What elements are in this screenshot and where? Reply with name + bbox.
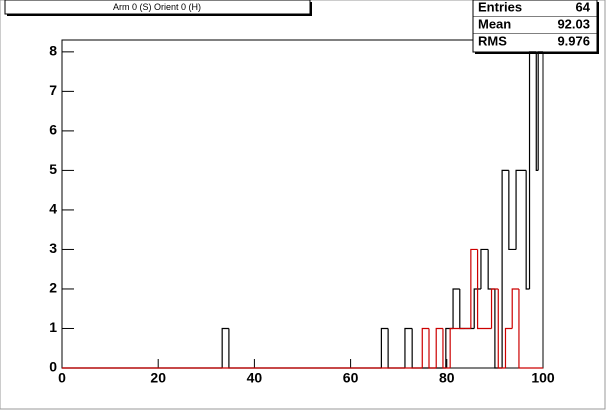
stat-label: Entries [478,0,522,14]
y-tick-label: 3 [49,240,57,256]
stat-label: Mean [478,16,511,31]
histogram-bin [504,327,513,368]
chart-title: Arm 0 (S) Orient 0 (H) [113,2,201,12]
histogram-bin [476,249,492,330]
histogram-bin [449,327,465,368]
histogram-bin [428,328,437,369]
histogram-bin [442,328,451,369]
x-tick-label: 40 [247,370,263,386]
histogram-bin [452,288,460,329]
histogram-bin [421,327,430,368]
histogram-bin [435,327,443,368]
y-tick-label: 0 [49,359,57,375]
y-tick-label: 5 [49,161,57,177]
x-tick-label: 0 [58,370,66,386]
histogram-bin [508,170,517,251]
histogram-bin [511,288,519,329]
plot: 0 20 40 60 80 100 0 1 2 3 4 5 6 7 8 [49,43,555,386]
histogram-bin [518,288,543,369]
histogram-bin [501,169,509,368]
stats-box [472,0,598,53]
histogram-bin [221,327,229,368]
stat-label: RMS [478,33,507,48]
histogram-bin [537,51,543,171]
histogram-bin [380,327,389,368]
x-tick-label: 20 [150,370,166,386]
histogram-bin [490,288,499,329]
y-tick-label: 8 [49,43,57,59]
stats: Entries 64 Mean 92.03 RMS 9.976 [473,0,597,48]
plot-frame [61,39,544,369]
stat-value: 92.03 [557,16,590,31]
x-tick-label: 80 [439,370,455,386]
y-tick-label: 2 [49,280,57,296]
y-tick-label: 1 [49,319,57,335]
histogram-bin [404,327,413,368]
x-tick-label: 60 [343,370,359,386]
title-box [4,0,311,15]
y-tick-label: 7 [49,82,57,98]
histogram-bin [473,288,481,329]
histogram-bin [535,51,539,172]
histogram-bin [497,288,506,369]
histogram-bin [470,248,478,329]
histogram-bin [525,170,530,290]
stat-value: 9.976 [557,33,590,48]
x-tick-label: 100 [531,370,555,386]
histogram-bin [515,169,527,250]
y-tick-label: 6 [49,122,57,138]
histogram-bin [528,51,537,289]
y-tick-label: 4 [49,201,57,217]
histogram-bin [480,248,489,289]
stat-value: 64 [576,0,591,14]
